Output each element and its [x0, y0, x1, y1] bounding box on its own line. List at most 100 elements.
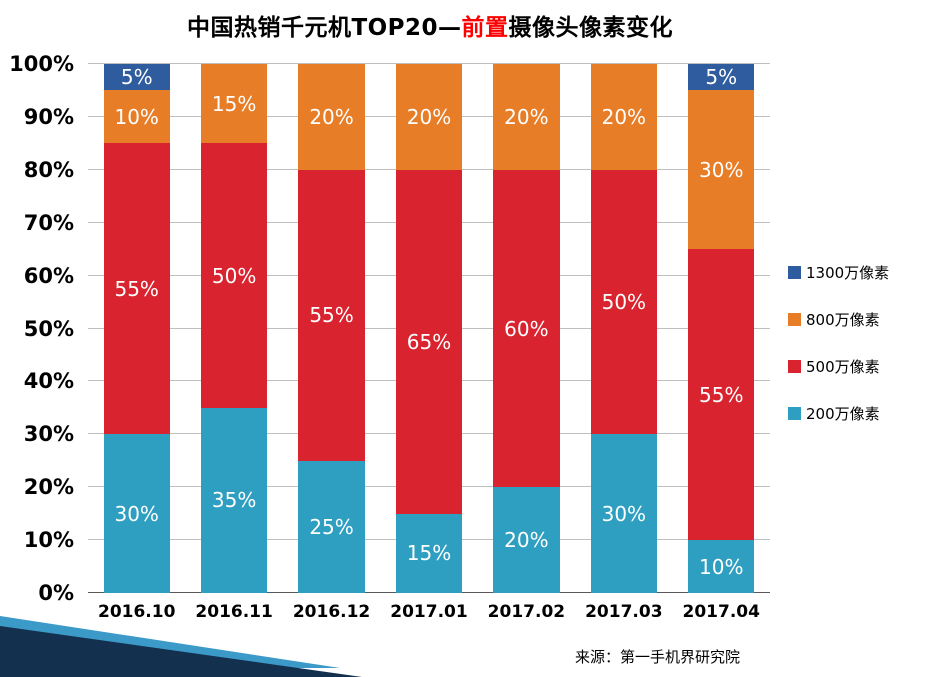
stacked-bar: 15% 65% 20%: [395, 64, 463, 593]
x-tick-label: 2017.04: [682, 602, 760, 622]
bar-value-label: 30%: [114, 501, 159, 526]
x-tick-label: 2017.01: [390, 602, 468, 622]
bar-segment: 30%: [103, 434, 170, 593]
bar-segment: 55%: [298, 169, 365, 461]
bar-value-label: 35%: [211, 488, 257, 513]
bar-value-label: 60%: [504, 316, 549, 341]
legend-item: 1300万像素: [788, 262, 889, 283]
bar-value-label: 20%: [309, 104, 354, 129]
bar-segment: 20%: [590, 64, 657, 170]
legend-label: 1300万像素: [806, 264, 890, 282]
bar-segment: 50%: [590, 169, 657, 435]
stacked-bar: 10% 55% 30% 5%: [688, 64, 755, 593]
legend: 1300万像素 800万像素 500万像素 200万像素: [788, 262, 889, 424]
bar-value-label: 15%: [406, 541, 452, 566]
legend-item: 500万像素: [788, 356, 889, 377]
bar-segment: 50%: [201, 143, 268, 408]
bar-value-label: 20%: [601, 104, 647, 129]
y-tick-label: 0%: [38, 581, 74, 605]
y-tick-label: 70%: [23, 210, 74, 235]
legend-swatch: [788, 313, 801, 326]
y-tick-label: 10%: [23, 528, 74, 553]
bar-value-label: 50%: [601, 290, 647, 315]
stacked-bar: 30% 55% 10% 5%: [103, 64, 170, 593]
y-tick-label: 40%: [23, 369, 74, 394]
bar-segment: 30%: [688, 90, 755, 250]
plot-area: 30% 55% 10% 5% 35% 50% 15% 25% 55% 20% 15% 65% 20% 20…: [88, 63, 770, 593]
y-tick-label: 20%: [23, 475, 74, 500]
stacked-bar: 30% 50% 20%: [590, 64, 657, 593]
bar-value-label: 30%: [601, 501, 647, 526]
bar-value-label: 30%: [699, 157, 744, 182]
bar-value-label: 15%: [211, 91, 257, 116]
bar-column: 15% 65% 20%: [380, 64, 477, 593]
bar-segment: 55%: [103, 143, 170, 435]
bar-value-label: 10%: [114, 104, 159, 129]
x-tick-label: 2017.03: [585, 602, 663, 622]
bar-value-label: 65%: [406, 329, 452, 354]
bar-segment: 5%: [688, 64, 755, 91]
bar-segment: 10%: [688, 540, 755, 593]
legend-swatch: [788, 360, 801, 373]
bars: 30% 55% 10% 5% 35% 50% 15% 25% 55% 20% 15% 65% 20% 20…: [88, 64, 770, 593]
x-tick-label: 2016.11: [195, 602, 273, 622]
bar-segment: 60%: [493, 169, 560, 488]
bar-value-label: 5%: [120, 65, 153, 90]
y-tick-label: 100%: [9, 52, 74, 76]
bar-value-label: 50%: [211, 263, 257, 288]
bar-segment: 55%: [688, 249, 755, 541]
legend-swatch: [788, 266, 801, 279]
stacked-bar: 20% 60% 20%: [493, 64, 560, 593]
bar-segment: 25%: [298, 460, 365, 593]
y-tick-label: 50%: [23, 316, 74, 341]
bar-column: 10% 55% 30% 5%: [673, 64, 770, 593]
bar-segment: 30%: [590, 434, 657, 593]
bar-value-label: 20%: [504, 528, 549, 553]
bar-column: 30% 55% 10% 5%: [88, 64, 185, 593]
bar-segment: 20%: [493, 487, 560, 593]
bar-segment: 15%: [395, 513, 463, 593]
bar-value-label: 55%: [699, 382, 744, 407]
y-tick-label: 80%: [23, 157, 74, 182]
y-tick-label: 30%: [23, 422, 74, 447]
x-tick-label: 2016.12: [292, 602, 371, 622]
bar-value-label: 20%: [504, 104, 549, 129]
bar-segment: 20%: [395, 64, 463, 170]
chart-title-suffix: 摄像头像素变化: [508, 15, 674, 41]
bar-column: 30% 50% 20%: [575, 64, 672, 593]
legend-swatch: [788, 407, 801, 420]
chart-title-highlight: 前置: [461, 15, 509, 41]
bar-value-label: 55%: [114, 276, 159, 301]
y-tick-label: 90%: [23, 104, 74, 129]
bar-column: 25% 55% 20%: [283, 64, 380, 593]
bar-segment: 5%: [103, 64, 170, 91]
legend-label: 500万像素: [806, 358, 880, 376]
y-tick-label: 60%: [23, 263, 74, 288]
bar-segment: 65%: [395, 169, 463, 514]
gridline: [88, 63, 770, 64]
stacked-bar: 25% 55% 20%: [298, 64, 365, 593]
bar-value-label: 5%: [705, 65, 738, 90]
chart-title: 中国热销千元机TOP20—前置摄像头像素变化: [0, 8, 860, 42]
bar-segment: 20%: [493, 64, 560, 170]
bar-column: 20% 60% 20%: [478, 64, 575, 593]
bar-segment: 15%: [201, 64, 268, 144]
bar-segment: 10%: [103, 90, 170, 144]
bar-segment: 20%: [298, 64, 365, 170]
x-axis: 2016.10 2016.11 2016.12 2017.01 2017.02 2017.…: [88, 602, 770, 622]
legend-label: 200万像素: [806, 405, 880, 423]
stacked-bar: 35% 50% 15%: [201, 64, 268, 593]
footer-decoration-navy-triangle: [0, 626, 362, 677]
bar-value-label: 20%: [406, 104, 452, 129]
source-note: 来源：第一手机界研究院: [575, 648, 741, 666]
legend-label: 800万像素: [806, 311, 880, 329]
legend-item: 800万像素: [788, 309, 889, 330]
bar-segment: 35%: [201, 407, 268, 593]
x-tick-label: 2016.10: [97, 602, 176, 622]
bar-value-label: 55%: [309, 303, 354, 328]
y-axis: 0% 10% 20% 30% 40% 50% 60% 70% 80% 90% 100%: [0, 52, 80, 605]
bar-value-label: 10%: [699, 554, 744, 579]
chart-title-prefix: 中国热销千元机TOP20—: [186, 15, 462, 41]
bar-value-label: 25%: [309, 514, 354, 539]
